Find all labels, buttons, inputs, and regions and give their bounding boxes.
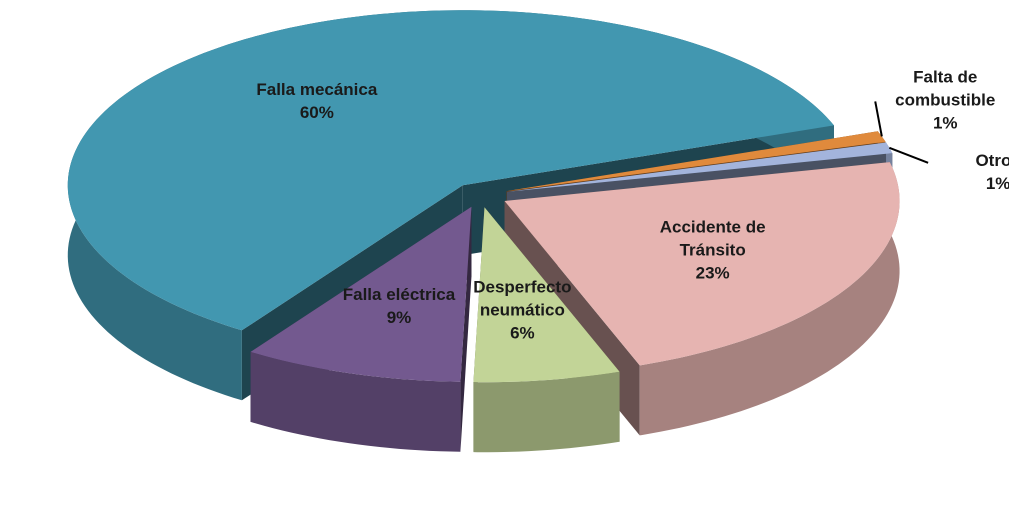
slice-top: [67, 10, 834, 331]
slice-label: Desperfecto neumático 6%: [447, 276, 597, 345]
category-label: Accidente de Tránsito: [659, 217, 766, 260]
category-label: Desperfecto neumático: [473, 277, 572, 320]
value-label: 9%: [386, 307, 412, 327]
category-label: Falla mecánica: [256, 80, 378, 100]
slice-top: [507, 142, 893, 192]
slice-top: [504, 162, 900, 366]
slice-label: Falla mecánica 60%: [242, 80, 392, 126]
slice-label: Falla eléctrica 9%: [324, 284, 474, 330]
slice-wall: [639, 162, 900, 436]
slice-wall: [250, 351, 461, 452]
value-label: 6%: [510, 323, 535, 343]
value-label: 1%: [985, 173, 1009, 193]
leader-line: [888, 146, 929, 164]
category-label: Falla eléctrica: [342, 284, 456, 304]
slice-label: Otros 1%: [923, 150, 1009, 196]
slice-top: [250, 206, 472, 382]
value-label: 1%: [932, 113, 958, 133]
slice-wall: [473, 371, 620, 453]
slice-top: [506, 131, 886, 192]
value-label: 60%: [299, 103, 334, 123]
category-label: Falta de combustible: [895, 68, 996, 110]
slice: [250, 206, 472, 452]
slice-top: [473, 207, 620, 383]
slice: [473, 207, 620, 453]
slice-label: Accidente de Tránsito 23%: [638, 217, 788, 286]
leader-line: [874, 101, 883, 137]
value-label: 23%: [695, 263, 730, 283]
category-label: Otros: [975, 150, 1009, 170]
slice-label: Falta de combustible 1%: [870, 67, 1009, 136]
